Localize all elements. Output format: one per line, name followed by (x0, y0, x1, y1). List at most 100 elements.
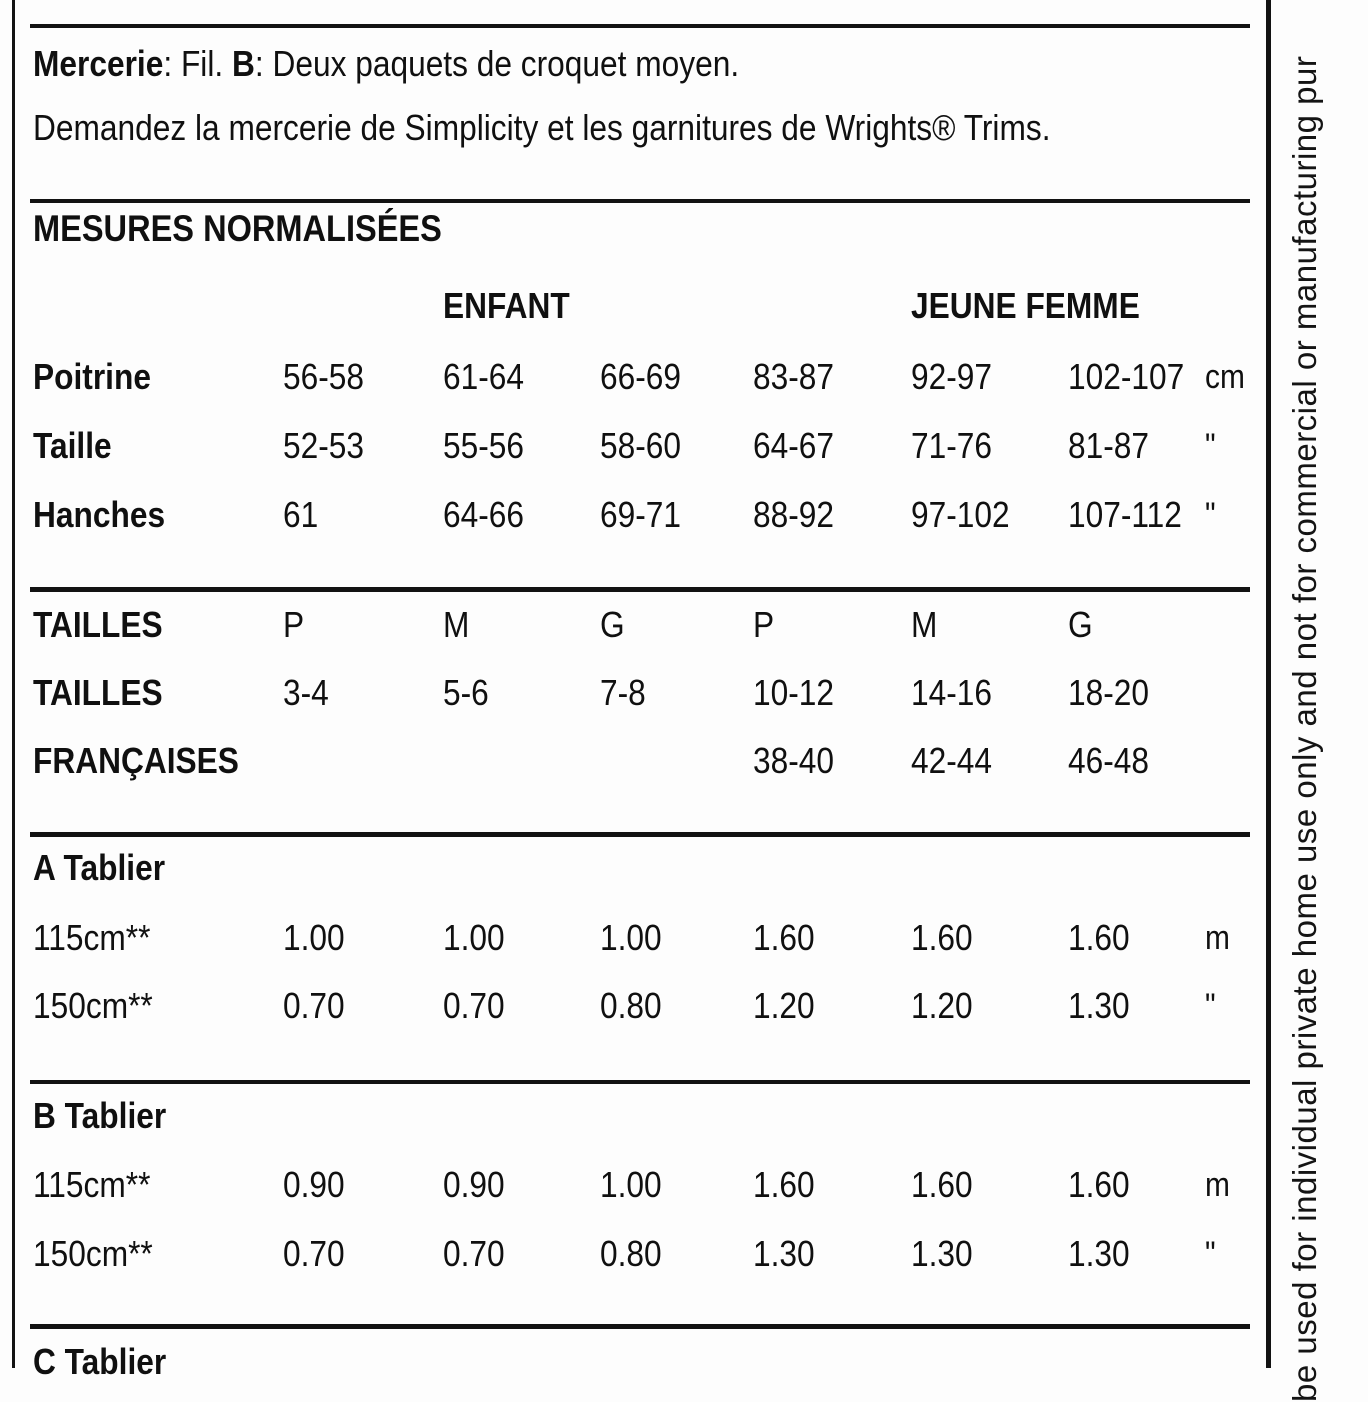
ask-for-notions-line: Demandez la mercerie de Simplicity et le… (33, 107, 1051, 148)
section-title-b-tablier: B Tablier (33, 1095, 167, 1136)
table-cell: 0.70 (283, 985, 345, 1026)
table-cell: 1.20 (911, 985, 973, 1026)
unit-cell (1205, 603, 1250, 649)
table-row-sizes-numeric: TAILLES 3-4 5-6 7-8 10-12 14-16 18-20 (33, 671, 1250, 717)
notions-view-letter: B (231, 43, 255, 84)
row-label: 150cm** (33, 1233, 153, 1274)
table-cell: 88-92 (753, 494, 835, 535)
table-cell: 1.30 (1068, 985, 1130, 1026)
table-cell: 38-40 (753, 740, 835, 781)
table-row-b-115cm: 115cm** 0.90 0.90 1.00 1.60 1.60 1.60 m (33, 1163, 1250, 1209)
table-cell: 81-87 (1068, 425, 1150, 466)
table-cell: 69-71 (600, 494, 682, 535)
table-cell: 1.00 (283, 917, 345, 958)
notions-line: Mercerie: Fil. B: Deux paquets de croque… (33, 42, 835, 86)
scanned-pattern-sheet: Mercerie: Fil. B: Deux paquets de croque… (12, 0, 1323, 1402)
table-cell: 3-4 (283, 672, 329, 713)
notions-rest: : Deux paquets de croquet moyen. (254, 43, 740, 84)
table-row-a-115cm: 115cm** 1.00 1.00 1.00 1.60 1.60 1.60 m (33, 916, 1250, 962)
divider-rule-measures (30, 199, 1250, 203)
row-label: 115cm** (33, 1164, 151, 1205)
unit-cell: cm (1205, 358, 1245, 396)
group-header-row: ENFANT JEUNE FEMME (33, 284, 1250, 330)
table-cell: P (283, 604, 305, 645)
table-cell (443, 739, 600, 785)
table-cell: 0.70 (443, 1233, 505, 1274)
table-cell: 0.80 (600, 1233, 662, 1274)
table-cell: 55-56 (443, 425, 525, 466)
unit-cell: m (1205, 1166, 1230, 1204)
table-cell: 97-102 (911, 494, 1010, 535)
table-cell: M (443, 604, 470, 645)
group-header-child: ENFANT (443, 285, 570, 326)
table-cell: G (600, 604, 625, 645)
divider-rule-section-a (30, 832, 1250, 837)
table-cell: 0.90 (443, 1164, 505, 1205)
table-row-taille: Taille 52-53 55-56 58-60 64-67 71-76 81-… (33, 424, 1250, 470)
table-row-poitrine: Poitrine 56-58 61-64 66-69 83-87 92-97 1… (33, 355, 1250, 401)
divider-rule-section-c (30, 1324, 1250, 1329)
table-cell: 1.60 (1068, 917, 1130, 958)
row-label: TAILLES (33, 604, 163, 645)
table-cell (283, 739, 443, 785)
table-cell: 1.60 (1068, 1164, 1130, 1205)
table-cell: 1.60 (753, 1164, 815, 1205)
unit-cell (1205, 739, 1250, 785)
table-row-a-150cm: 150cm** 0.70 0.70 0.80 1.20 1.20 1.30 " (33, 984, 1250, 1030)
table-cell: 14-16 (911, 672, 993, 713)
unit-cell: m (1205, 919, 1230, 957)
table-cell: M (911, 604, 938, 645)
row-label: 150cm** (33, 985, 153, 1026)
divider-rule-sizes (30, 587, 1250, 592)
row-label: Hanches (33, 494, 166, 535)
table-row-sizes-french: FRANÇAISES 38-40 42-44 46-48 (33, 739, 1250, 785)
table-row-b-150cm: 150cm** 0.70 0.70 0.80 1.30 1.30 1.30 " (33, 1232, 1250, 1278)
table-cell: 0.80 (600, 985, 662, 1026)
divider-rule-section-b (30, 1080, 1250, 1084)
table-cell: 107-112 (1068, 494, 1182, 535)
table-cell: 52-53 (283, 425, 365, 466)
table-cell: 46-48 (1068, 740, 1150, 781)
table-cell: 64-66 (443, 494, 525, 535)
table-cell: 1.20 (753, 985, 815, 1026)
table-cell: 1.00 (600, 1164, 662, 1205)
table-cell: 7-8 (600, 672, 646, 713)
table-cell: 1.30 (753, 1233, 815, 1274)
table-cell: 1.60 (911, 917, 973, 958)
table-cell: 1.60 (911, 1164, 973, 1205)
left-border-line (12, 0, 15, 1368)
section-title-c-tablier: C Tablier (33, 1341, 167, 1382)
row-label: FRANÇAISES (33, 740, 239, 781)
table-cell: 61-64 (443, 356, 525, 397)
notions-label: Mercerie (33, 43, 164, 84)
table-row-sizes-pmg: TAILLES P M G P M G (33, 603, 1250, 649)
row-label: 115cm** (33, 917, 151, 958)
unit-cell: " (1205, 427, 1216, 465)
group-header-young-woman: JEUNE FEMME (911, 285, 1140, 326)
table-cell: 5-6 (443, 672, 489, 713)
table-cell: 0.70 (283, 1233, 345, 1274)
row-label: Poitrine (33, 356, 151, 397)
row-label: TAILLES (33, 672, 163, 713)
table-cell: 56-58 (283, 356, 365, 397)
table-cell: 42-44 (911, 740, 993, 781)
table-cell: 102-107 (1068, 356, 1185, 397)
table-cell: 83-87 (753, 356, 835, 397)
table-cell: 61 (283, 494, 319, 535)
table-row-hanches: Hanches 61 64-66 69-71 88-92 97-102 107-… (33, 493, 1250, 539)
table-cell: 1.30 (1068, 1233, 1130, 1274)
table-cell: G (1068, 604, 1093, 645)
rotated-copyright-note: be used for individual private home use … (1286, 55, 1323, 1402)
unit-cell: " (1205, 496, 1216, 534)
table-cell: 1.60 (753, 917, 815, 958)
section-title-a-tablier: A Tablier (33, 847, 166, 888)
table-cell: 1.00 (443, 917, 505, 958)
table-cell: 66-69 (600, 356, 682, 397)
table-cell (600, 739, 753, 785)
notions-mid: : Fil. (163, 43, 232, 84)
table-cell: 18-20 (1068, 672, 1150, 713)
table-cell: P (753, 604, 775, 645)
divider-rule-top (30, 24, 1250, 28)
table-cell: 71-76 (911, 425, 993, 466)
unit-cell: " (1205, 987, 1216, 1025)
